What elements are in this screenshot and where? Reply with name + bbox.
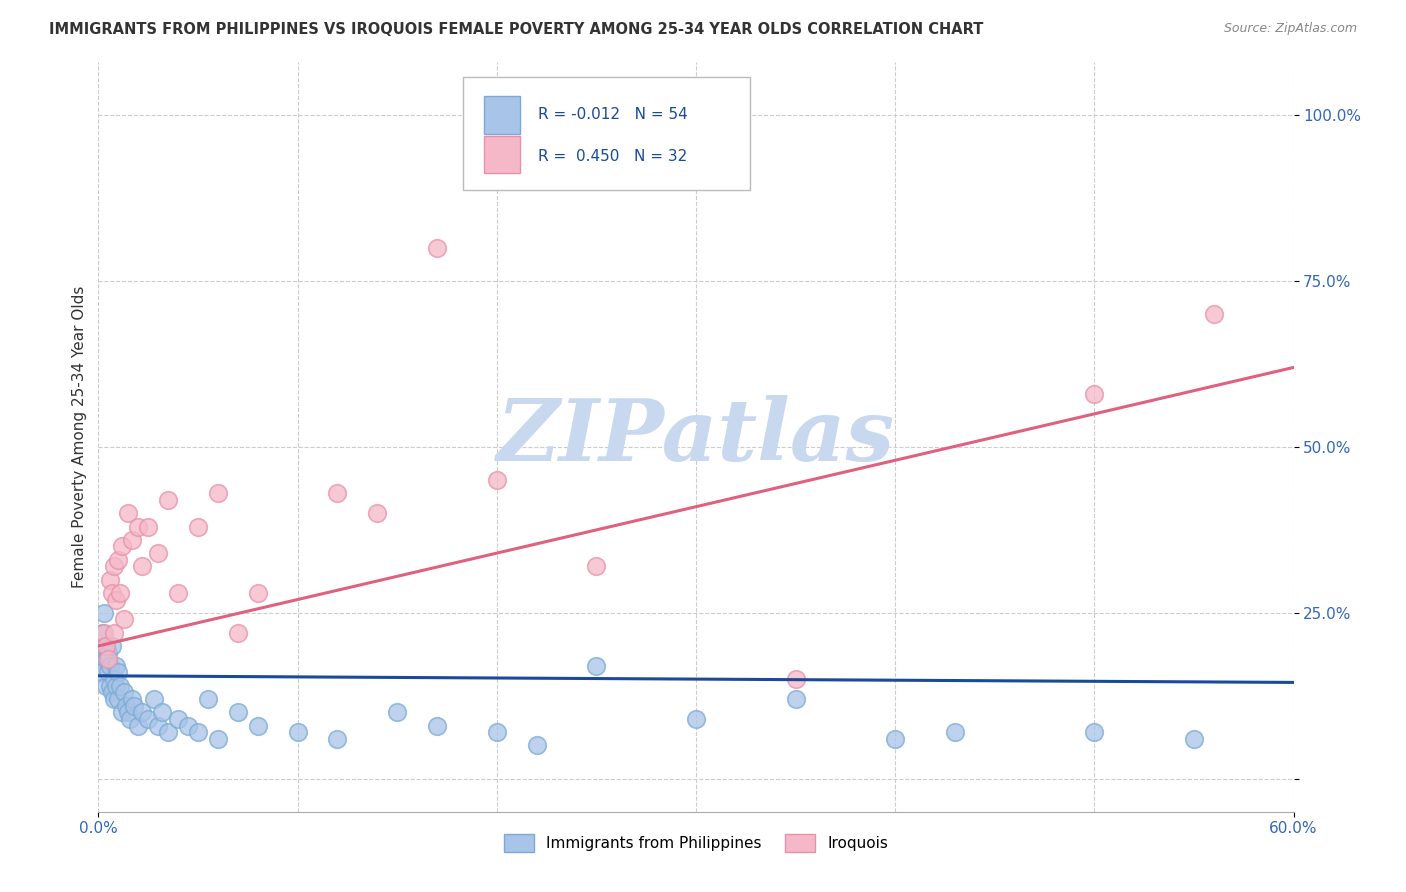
Point: [101, 639, 124, 653]
Point: [103, 692, 125, 706]
FancyBboxPatch shape: [485, 136, 520, 173]
Point: [207, 486, 229, 500]
Point: [226, 705, 249, 719]
Point: [101, 586, 124, 600]
Point: [96, 652, 118, 666]
Legend: Immigrants from Philippines, Iroquois: Immigrants from Philippines, Iroquois: [498, 828, 894, 858]
Point: [107, 553, 129, 567]
Text: ZIPatlas: ZIPatlas: [496, 395, 896, 479]
Point: [148, 546, 170, 560]
Point: [110, 586, 132, 600]
Point: [1083, 725, 1105, 739]
Point: [107, 692, 129, 706]
Point: [197, 692, 219, 706]
Point: [207, 731, 229, 746]
Point: [131, 559, 153, 574]
Point: [187, 725, 209, 739]
Point: [1182, 731, 1205, 746]
Point: [117, 506, 139, 520]
Point: [157, 725, 180, 739]
Point: [143, 692, 166, 706]
Point: [167, 712, 190, 726]
Point: [98, 658, 122, 673]
Point: [111, 705, 134, 719]
Point: [1083, 387, 1105, 401]
Point: [89, 652, 111, 666]
Point: [98, 573, 122, 587]
Point: [97, 665, 120, 680]
Text: Source: ZipAtlas.com: Source: ZipAtlas.com: [1223, 22, 1357, 36]
Point: [187, 519, 209, 533]
Point: [326, 731, 349, 746]
Point: [121, 533, 143, 547]
Point: [246, 586, 269, 600]
Point: [103, 672, 125, 686]
Point: [121, 692, 143, 706]
Point: [105, 592, 128, 607]
Point: [96, 639, 118, 653]
Point: [366, 506, 388, 520]
Point: [943, 725, 966, 739]
Point: [103, 559, 125, 574]
Point: [131, 705, 153, 719]
Point: [246, 718, 269, 732]
Point: [97, 652, 120, 666]
Point: [177, 718, 200, 732]
Point: [91, 665, 114, 680]
FancyBboxPatch shape: [485, 96, 520, 134]
Point: [96, 679, 118, 693]
Point: [585, 559, 607, 574]
Y-axis label: Female Poverty Among 25-34 Year Olds: Female Poverty Among 25-34 Year Olds: [72, 286, 87, 588]
Point: [93, 639, 115, 653]
Point: [785, 692, 807, 706]
Point: [585, 658, 607, 673]
Point: [157, 493, 180, 508]
Text: IMMIGRANTS FROM PHILIPPINES VS IROQUOIS FEMALE POVERTY AMONG 25-34 YEAR OLDS COR: IMMIGRANTS FROM PHILIPPINES VS IROQUOIS …: [49, 22, 984, 37]
Point: [1202, 307, 1225, 321]
Point: [127, 519, 149, 533]
Point: [485, 473, 508, 487]
Point: [326, 486, 349, 500]
Point: [117, 705, 139, 719]
Point: [136, 712, 159, 726]
Point: [136, 519, 159, 533]
Point: [97, 646, 120, 660]
Text: R = -0.012   N = 54: R = -0.012 N = 54: [538, 107, 688, 122]
Point: [105, 658, 128, 673]
Point: [110, 679, 132, 693]
Point: [287, 725, 309, 739]
Point: [111, 540, 134, 554]
Point: [107, 665, 129, 680]
Point: [150, 705, 173, 719]
Point: [103, 625, 125, 640]
Point: [120, 712, 142, 726]
Point: [93, 625, 115, 640]
Point: [426, 718, 449, 732]
Point: [226, 625, 249, 640]
Point: [148, 718, 170, 732]
Point: [115, 698, 138, 713]
Point: [93, 606, 115, 620]
Point: [98, 679, 122, 693]
Point: [385, 705, 409, 719]
Point: [785, 672, 807, 686]
Point: [105, 679, 128, 693]
Point: [884, 731, 907, 746]
Point: [112, 685, 135, 699]
Point: [124, 698, 146, 713]
Point: [112, 612, 135, 626]
Point: [526, 739, 548, 753]
Point: [127, 718, 149, 732]
Point: [485, 725, 508, 739]
Point: [685, 712, 707, 726]
FancyBboxPatch shape: [463, 78, 749, 190]
Text: R =  0.450   N = 32: R = 0.450 N = 32: [538, 149, 688, 163]
Point: [101, 685, 124, 699]
Point: [167, 586, 190, 600]
Point: [426, 241, 449, 255]
Point: [91, 625, 114, 640]
